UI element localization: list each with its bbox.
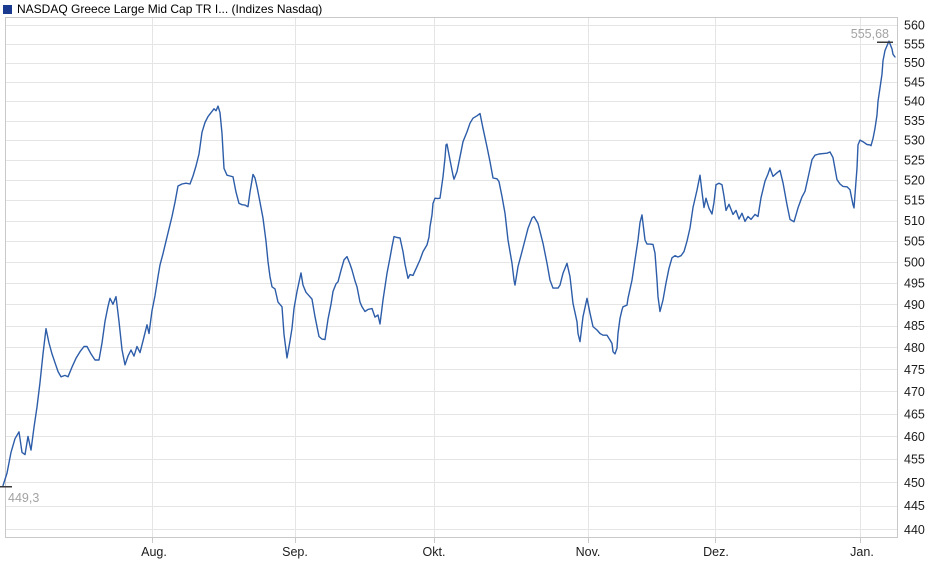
svg-text:460: 460	[904, 430, 925, 444]
svg-text:505: 505	[904, 235, 925, 249]
svg-text:445: 445	[904, 499, 925, 513]
x-axis-labels: Aug. Sep. Okt. Nov. Dez. Jan.	[141, 545, 874, 559]
svg-text:495: 495	[904, 277, 925, 291]
svg-text:449,3: 449,3	[8, 491, 39, 505]
svg-text:535: 535	[904, 114, 925, 128]
svg-text:440: 440	[904, 523, 925, 537]
svg-text:Dez.: Dez.	[703, 545, 729, 559]
svg-text:475: 475	[904, 363, 925, 377]
svg-text:540: 540	[904, 95, 925, 109]
svg-text:520: 520	[904, 173, 925, 187]
grid-lines	[5, 17, 897, 537]
svg-text:455: 455	[904, 453, 925, 467]
svg-text:545: 545	[904, 75, 925, 89]
y-axis-labels: 560 555 550 545 540 535 530 525 520 515 510 505 500 4…	[904, 19, 925, 537]
price-line-series	[2, 40, 896, 487]
svg-text:530: 530	[904, 134, 925, 148]
svg-text:490: 490	[904, 298, 925, 312]
svg-text:525: 525	[904, 153, 925, 167]
series-legend-marker	[3, 4, 12, 14]
svg-text:560: 560	[904, 19, 925, 33]
chart-title: NASDAQ Greece Large Mid Cap TR I... (Ind…	[17, 2, 323, 16]
svg-text:555,68: 555,68	[851, 27, 889, 41]
svg-text:500: 500	[904, 256, 925, 270]
svg-text:450: 450	[904, 476, 925, 490]
svg-text:Sep.: Sep.	[282, 545, 308, 559]
svg-text:Nov.: Nov.	[576, 545, 601, 559]
svg-text:510: 510	[904, 214, 925, 228]
svg-text:470: 470	[904, 385, 925, 399]
svg-text:465: 465	[904, 407, 925, 421]
svg-text:Okt.: Okt.	[423, 545, 446, 559]
svg-text:555: 555	[904, 37, 925, 51]
svg-text:Aug.: Aug.	[141, 545, 167, 559]
plot-border	[5, 17, 898, 543]
svg-text:480: 480	[904, 341, 925, 355]
svg-text:515: 515	[904, 194, 925, 208]
svg-text:Jan.: Jan.	[850, 545, 874, 559]
value-annotations: 449,3 555,68	[0, 27, 893, 505]
svg-text:485: 485	[904, 319, 925, 333]
chart-header: NASDAQ Greece Large Mid Cap TR I... (Ind…	[3, 2, 322, 16]
svg-text:550: 550	[904, 56, 925, 70]
